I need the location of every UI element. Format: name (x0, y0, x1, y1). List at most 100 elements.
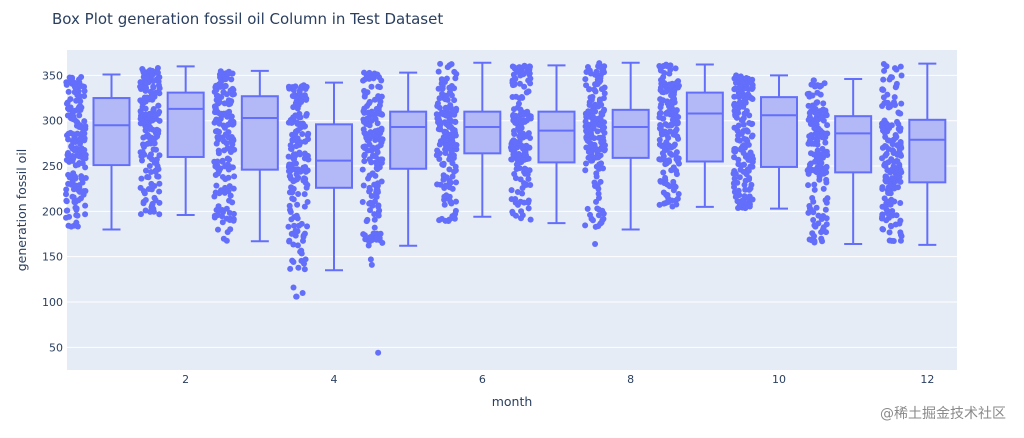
data-point[interactable] (665, 158, 672, 165)
data-point[interactable] (594, 205, 601, 212)
data-point[interactable] (448, 61, 455, 68)
data-point[interactable] (223, 91, 230, 98)
data-point[interactable] (886, 229, 893, 236)
data-point[interactable] (371, 181, 378, 188)
data-point[interactable] (211, 193, 218, 200)
data-point[interactable] (889, 208, 896, 215)
data-point[interactable] (584, 205, 591, 212)
data-point[interactable] (285, 83, 292, 90)
data-point[interactable] (814, 137, 821, 144)
data-point[interactable] (515, 153, 522, 160)
data-point[interactable] (809, 104, 816, 111)
data-point[interactable] (74, 130, 81, 137)
data-point[interactable] (375, 203, 382, 210)
data-point[interactable] (596, 153, 603, 160)
data-point[interactable] (582, 222, 589, 229)
data-point[interactable] (668, 92, 675, 99)
data-point[interactable] (821, 150, 828, 157)
data-point[interactable] (155, 82, 162, 89)
data-point[interactable] (295, 264, 302, 271)
data-point[interactable] (373, 187, 380, 194)
data-point[interactable] (597, 146, 604, 153)
data-point[interactable] (749, 163, 756, 170)
data-point[interactable] (291, 152, 298, 159)
data-point[interactable] (285, 223, 292, 230)
data-point[interactable] (153, 156, 160, 163)
data-point[interactable] (442, 182, 449, 189)
data-point[interactable] (305, 156, 312, 163)
data-point[interactable] (512, 196, 519, 203)
data-point[interactable] (893, 212, 900, 219)
data-point[interactable] (368, 117, 375, 124)
data-point[interactable] (811, 222, 818, 229)
data-point[interactable] (452, 207, 459, 214)
data-point[interactable] (823, 179, 830, 186)
data-point[interactable] (674, 195, 681, 202)
data-point[interactable] (78, 175, 85, 182)
data-point[interactable] (147, 168, 154, 175)
data-point[interactable] (78, 74, 85, 81)
data-point[interactable] (63, 186, 70, 193)
data-point[interactable] (805, 116, 812, 123)
data-point[interactable] (738, 201, 745, 208)
data-point[interactable] (293, 176, 300, 183)
data-point[interactable] (64, 112, 71, 119)
data-point[interactable] (220, 235, 227, 242)
data-point[interactable] (222, 131, 229, 138)
data-point[interactable] (148, 93, 155, 100)
data-point[interactable] (661, 128, 668, 135)
data-point[interactable] (219, 213, 226, 220)
data-point[interactable] (213, 92, 220, 99)
data-point[interactable] (673, 126, 680, 133)
data-point[interactable] (823, 215, 830, 222)
data-point[interactable] (518, 93, 525, 100)
data-point[interactable] (593, 80, 600, 87)
data-point[interactable] (895, 109, 902, 116)
data-point[interactable] (293, 212, 300, 219)
data-point[interactable] (451, 168, 458, 175)
data-point[interactable] (68, 223, 75, 230)
data-point[interactable] (810, 198, 817, 205)
data-point[interactable] (299, 131, 306, 138)
data-point[interactable] (814, 117, 821, 124)
data-point[interactable] (670, 143, 677, 150)
data-point[interactable] (227, 113, 234, 120)
data-point[interactable] (226, 183, 233, 190)
box-iqr[interactable] (389, 110, 428, 170)
box-month-7[interactable] (537, 64, 576, 225)
data-point[interactable] (881, 195, 888, 202)
data-point[interactable] (527, 216, 534, 223)
data-point[interactable] (521, 83, 528, 90)
data-point[interactable] (359, 166, 366, 173)
data-point[interactable] (593, 173, 600, 180)
data-point[interactable] (824, 195, 831, 202)
data-point[interactable] (452, 198, 459, 205)
data-point[interactable] (881, 162, 888, 169)
data-point[interactable] (228, 76, 235, 83)
data-point[interactable] (592, 88, 599, 95)
data-point[interactable] (657, 178, 664, 185)
data-point[interactable] (63, 198, 70, 205)
box-month-4[interactable] (315, 81, 353, 272)
data-point[interactable] (444, 145, 451, 152)
data-point[interactable] (897, 237, 904, 244)
data-point[interactable] (444, 122, 451, 129)
data-point[interactable] (600, 165, 607, 172)
data-point[interactable] (81, 118, 88, 125)
data-point[interactable] (371, 224, 378, 231)
data-point[interactable] (510, 151, 517, 158)
data-point[interactable] (518, 120, 525, 127)
data-point[interactable] (521, 143, 528, 150)
data-point[interactable] (525, 205, 532, 212)
data-point[interactable] (359, 199, 366, 206)
box-iqr[interactable] (315, 123, 353, 189)
data-point[interactable] (730, 170, 737, 177)
data-point[interactable] (675, 191, 682, 198)
data-point[interactable] (741, 181, 748, 188)
data-point[interactable] (598, 219, 605, 226)
data-point[interactable] (368, 193, 375, 200)
data-point[interactable] (898, 233, 905, 240)
data-point[interactable] (880, 87, 887, 94)
data-point[interactable] (366, 98, 373, 105)
data-point[interactable] (740, 103, 747, 110)
